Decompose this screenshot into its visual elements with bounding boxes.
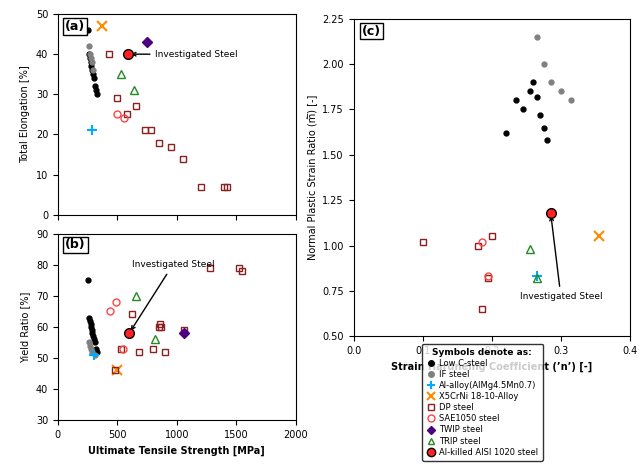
Y-axis label: Yield Ratio [%]: Yield Ratio [%] <box>20 291 30 362</box>
Y-axis label: Total Elongation [%]: Total Elongation [%] <box>20 65 30 163</box>
Text: Investigated Steel: Investigated Steel <box>520 217 602 301</box>
Text: (a): (a) <box>65 20 86 33</box>
Text: (b): (b) <box>65 239 86 251</box>
Text: Investigated Steel: Investigated Steel <box>132 260 214 330</box>
X-axis label: Ultimate Tensile Strength [MPa]: Ultimate Tensile Strength [MPa] <box>89 446 265 456</box>
Legend: Low C-steel, IF steel, Al-alloy(AlMg4.5Mn0.7), X5CrNi 18-10-Alloy, DP steel, SAE: Low C-steel, IF steel, Al-alloy(AlMg4.5M… <box>422 344 543 461</box>
X-axis label: Strain Hardneing Coefficient (’n’) [-]: Strain Hardneing Coefficient (’n’) [-] <box>392 361 592 372</box>
Text: (c): (c) <box>362 25 381 37</box>
Y-axis label: Normal Plastic Strain Ratio (ḿ̅) [-]: Normal Plastic Strain Ratio (ḿ̅) [-] <box>305 95 316 260</box>
Text: Investigated Steel: Investigated Steel <box>132 50 238 59</box>
